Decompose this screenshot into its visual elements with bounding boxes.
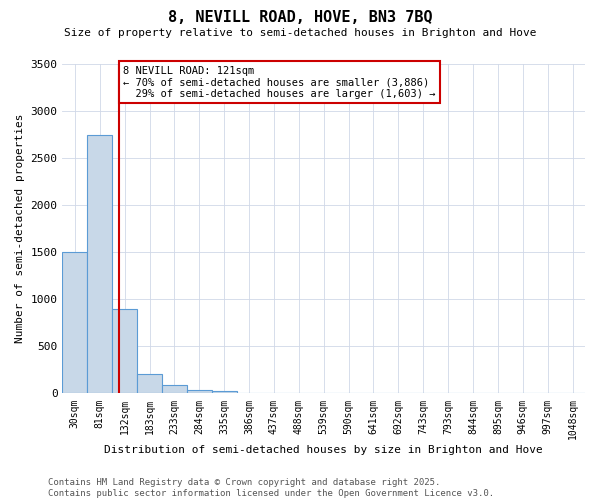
Text: 8, NEVILL ROAD, HOVE, BN3 7BQ: 8, NEVILL ROAD, HOVE, BN3 7BQ: [167, 10, 433, 25]
Text: Contains HM Land Registry data © Crown copyright and database right 2025.
Contai: Contains HM Land Registry data © Crown c…: [48, 478, 494, 498]
Y-axis label: Number of semi-detached properties: Number of semi-detached properties: [15, 114, 25, 344]
Bar: [212, 390, 236, 394]
Text: Size of property relative to semi-detached houses in Brighton and Hove: Size of property relative to semi-detach…: [64, 28, 536, 38]
X-axis label: Distribution of semi-detached houses by size in Brighton and Hove: Distribution of semi-detached houses by …: [104, 445, 543, 455]
Bar: [137, 374, 162, 394]
Bar: [112, 308, 137, 394]
Bar: [62, 252, 88, 394]
Bar: [187, 390, 212, 394]
Text: 8 NEVILL ROAD: 121sqm
← 70% of semi-detached houses are smaller (3,886)
  29% of: 8 NEVILL ROAD: 121sqm ← 70% of semi-deta…: [123, 66, 436, 99]
Bar: [88, 134, 112, 394]
Bar: [162, 385, 187, 394]
